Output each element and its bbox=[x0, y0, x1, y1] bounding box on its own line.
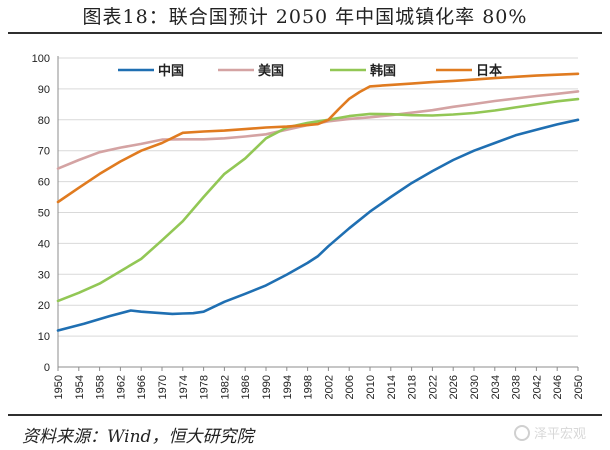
x-tick-label: 1998 bbox=[303, 375, 315, 399]
x-tick-label: 1974 bbox=[178, 375, 190, 399]
series-lines bbox=[56, 72, 580, 332]
chart-title: 图表18：联合国预计 2050 年中国城镇化率 80% bbox=[82, 6, 528, 28]
x-tick-label: 2034 bbox=[490, 375, 502, 399]
x-tick-label: 2038 bbox=[511, 375, 523, 399]
legend-label: 美国 bbox=[258, 63, 284, 79]
x-tick-label: 1950 bbox=[53, 375, 65, 399]
x-tick-label: 2002 bbox=[323, 375, 335, 399]
y-tick-label: 90 bbox=[38, 84, 50, 96]
y-tick-label: 60 bbox=[38, 177, 50, 189]
x-tick-label: 1958 bbox=[95, 375, 107, 399]
legend-label: 韩国 bbox=[370, 63, 396, 79]
x-tick-label: 1966 bbox=[136, 375, 148, 399]
y-tick-label: 20 bbox=[38, 300, 50, 312]
x-axis-ticks: 1950 1954 1958 1962 1966 1970 1974 1978 1982 1986… bbox=[53, 367, 585, 399]
x-tick-label: 1970 bbox=[157, 375, 169, 399]
grid-lines bbox=[57, 56, 578, 368]
x-tick-label: 2042 bbox=[531, 375, 543, 399]
top-rule bbox=[8, 32, 602, 34]
x-tick-label: 1954 bbox=[74, 375, 86, 399]
y-tick-label: 80 bbox=[38, 115, 50, 127]
x-tick-label: 1990 bbox=[261, 375, 273, 399]
watermark-text: 泽平宏观 bbox=[534, 427, 587, 442]
x-tick-label: 1978 bbox=[199, 375, 211, 399]
y-tick-label: 10 bbox=[38, 331, 50, 343]
y-tick-label: 30 bbox=[38, 269, 50, 281]
y-tick-label: 100 bbox=[32, 53, 50, 65]
watermark: 泽平宏观 bbox=[514, 423, 586, 442]
legend-label: 日本 bbox=[476, 63, 502, 79]
y-tick-label: 50 bbox=[38, 208, 50, 220]
bottom-rule bbox=[8, 414, 602, 416]
y-tick-label: 70 bbox=[38, 146, 50, 158]
source-note: 资料来源：Wind，恒大研究院 bbox=[22, 427, 254, 447]
series-line bbox=[56, 97, 580, 303]
x-tick-label: 2022 bbox=[427, 375, 439, 399]
x-tick-label: 1986 bbox=[240, 375, 252, 399]
series-line bbox=[56, 72, 580, 204]
x-tick-label: 2010 bbox=[365, 375, 377, 399]
x-tick-label: 1982 bbox=[219, 375, 231, 399]
x-tick-label: 2046 bbox=[552, 375, 564, 399]
x-tick-label: 2026 bbox=[448, 375, 460, 399]
legend: 中国 美国 韩国 日本 bbox=[118, 63, 502, 79]
legend-label: 中国 bbox=[158, 63, 184, 79]
x-tick-label: 1994 bbox=[282, 375, 294, 399]
y-tick-label: 40 bbox=[38, 238, 50, 250]
x-tick-label: 1962 bbox=[115, 375, 127, 399]
series-line bbox=[56, 90, 580, 170]
x-tick-label: 2014 bbox=[386, 375, 398, 399]
y-tick-label: 0 bbox=[44, 362, 50, 374]
x-tick-label: 2030 bbox=[469, 375, 481, 399]
y-axis-ticks: 0 10 20 30 40 50 60 70 80 90 100 bbox=[32, 53, 50, 374]
x-tick-label: 2006 bbox=[344, 375, 356, 399]
x-tick-label: 2018 bbox=[407, 375, 419, 399]
x-tick-label: 2050 bbox=[573, 375, 585, 399]
wechat-icon bbox=[514, 424, 530, 441]
series-line bbox=[56, 118, 580, 332]
